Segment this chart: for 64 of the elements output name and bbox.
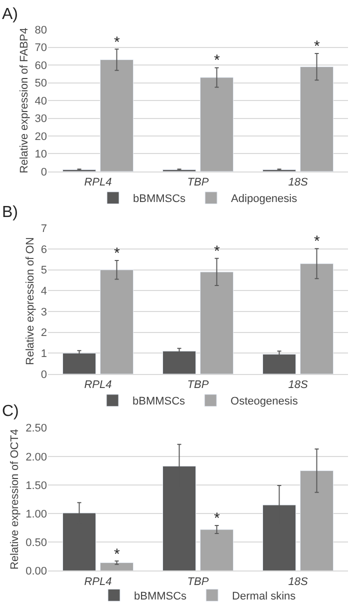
x-tick-label: 18S bbox=[288, 379, 308, 392]
annotation: * bbox=[314, 233, 320, 250]
y-tick-label: 30 bbox=[34, 113, 47, 126]
annotation: * bbox=[214, 243, 220, 260]
y-tick-label: 3 bbox=[40, 306, 47, 318]
y-axis-title: Relative expression of OCT4 bbox=[9, 428, 22, 570]
x-tick-label: TBP bbox=[187, 379, 210, 392]
y-axis-title: Relative expression of FABP4 bbox=[18, 28, 30, 174]
bar bbox=[62, 352, 96, 374]
legend-label: bBMMSCs bbox=[132, 396, 186, 408]
bar bbox=[100, 59, 134, 172]
legend-label: Adipogenesis bbox=[231, 193, 298, 206]
x-tick-label: 18S bbox=[288, 176, 308, 189]
y-tick-label: 60 bbox=[34, 60, 47, 72]
x-tick-label: RPL4 bbox=[84, 176, 112, 189]
y-tick-label: 7 bbox=[40, 223, 47, 236]
chart-title: B) bbox=[2, 204, 18, 221]
x-tick-label: 18S bbox=[288, 576, 308, 588]
chart-title: C) bbox=[2, 403, 19, 420]
bar bbox=[100, 562, 134, 571]
annotation: * bbox=[114, 245, 120, 262]
y-tick-label: 1.50 bbox=[26, 480, 47, 492]
bar bbox=[200, 77, 234, 172]
bar bbox=[300, 66, 334, 172]
annotation: * bbox=[214, 52, 220, 69]
y-tick-label: 0 bbox=[40, 166, 47, 178]
y-axis-title: Relative expression of ON bbox=[24, 237, 37, 365]
y-tick-label: 5 bbox=[40, 264, 47, 277]
annotation: * bbox=[114, 34, 120, 51]
x-tick-label: TBP bbox=[187, 176, 210, 189]
legend-label: Dermal skins bbox=[232, 590, 296, 602]
y-tick-label: 1 bbox=[40, 348, 47, 360]
chart-title: A) bbox=[2, 6, 18, 23]
legend-label: bBMMSCs bbox=[134, 590, 188, 602]
y-tick-label: 2.00 bbox=[26, 451, 47, 464]
y-tick-label: 50 bbox=[34, 78, 47, 90]
bar bbox=[300, 470, 334, 571]
y-tick-label: 20 bbox=[34, 130, 47, 143]
y-tick-label: 2 bbox=[40, 327, 47, 340]
y-tick-label: 70 bbox=[34, 42, 47, 54]
x-tick-label: RPL4 bbox=[84, 576, 112, 588]
bar bbox=[200, 272, 234, 374]
y-tick-label: 80 bbox=[34, 24, 47, 36]
x-tick-label: RPL4 bbox=[84, 379, 112, 392]
annotation: * bbox=[314, 38, 320, 55]
y-tick-label: 0.50 bbox=[26, 536, 47, 549]
y-tick-label: 4 bbox=[40, 286, 47, 298]
y-tick-label: 1.00 bbox=[26, 508, 47, 520]
y-tick-label: 6 bbox=[40, 244, 47, 256]
bar bbox=[200, 529, 234, 571]
annotation: * bbox=[214, 510, 220, 527]
y-tick-label: 10 bbox=[34, 148, 47, 161]
legend-label: bBMMSCs bbox=[133, 193, 186, 206]
y-tick-label: 0.00 bbox=[26, 566, 47, 578]
y-tick-label: 40 bbox=[34, 95, 47, 108]
y-tick-label: 0 bbox=[40, 368, 47, 381]
annotation: * bbox=[114, 546, 120, 563]
bar bbox=[100, 270, 134, 374]
bar bbox=[162, 350, 196, 374]
x-tick-label: TBP bbox=[187, 576, 210, 588]
bar bbox=[262, 354, 296, 374]
y-tick-label: 2.50 bbox=[26, 422, 47, 435]
bar bbox=[300, 263, 334, 374]
legend-label: Osteogenesis bbox=[230, 396, 298, 408]
